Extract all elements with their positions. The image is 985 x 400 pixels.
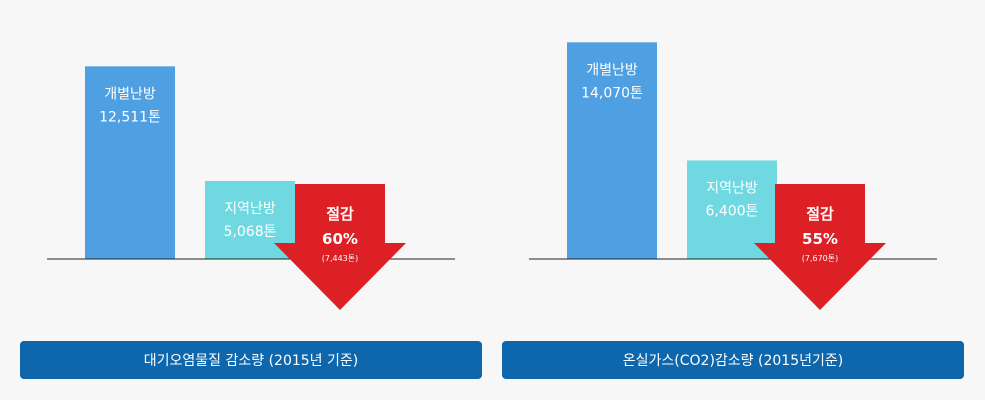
reduction-amount: (7,443톤) xyxy=(322,254,359,263)
reduction-percent: 55% xyxy=(802,230,838,248)
chart-caption-text: 대기오염물질 감소량 (2015년 기준) xyxy=(143,353,359,369)
reduction-arrow xyxy=(754,184,886,310)
reduction-label: 절감 xyxy=(326,205,354,223)
reduction-amount: (7,670톤) xyxy=(802,254,839,263)
bar-value-label: 14,070톤 xyxy=(581,85,643,101)
bar-value-label: 12,511톤 xyxy=(99,109,161,125)
reduction-percent: 60% xyxy=(322,230,358,248)
bar-individual-heating xyxy=(85,66,175,259)
reduction-label: 절감 xyxy=(806,205,834,223)
bar-category-label: 지역난방 xyxy=(224,201,276,217)
chart-caption-greenhouse-gas: 온실가스(CO2)감소량 (2015년기준) xyxy=(502,341,964,379)
bar-value-label: 5,068톤 xyxy=(224,224,277,240)
bar-value-label: 6,400톤 xyxy=(706,203,759,219)
bar-category-label: 개별난방 xyxy=(104,86,156,102)
bar-category-label: 지역난방 xyxy=(706,180,758,196)
chart-caption-air-pollutants: 대기오염물질 감소량 (2015년 기준) xyxy=(20,341,482,379)
bar-district-heating xyxy=(687,160,777,259)
reduction-arrow xyxy=(274,184,406,310)
chart-caption-text: 온실가스(CO2)감소량 (2015년기준) xyxy=(622,353,844,369)
bar-individual-heating xyxy=(567,42,657,260)
bar-category-label: 개별난방 xyxy=(586,62,638,78)
